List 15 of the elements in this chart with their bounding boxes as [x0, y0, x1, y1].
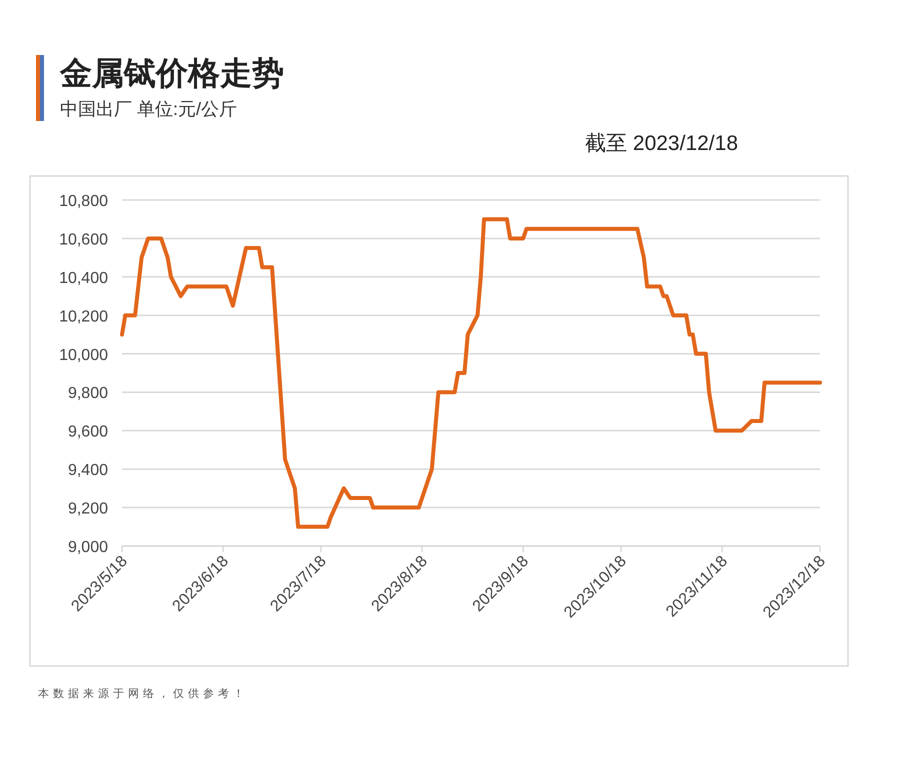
y-tick-label: 10,000: [59, 346, 108, 364]
y-tick-label: 10,800: [59, 193, 108, 210]
y-tick-label: 9,600: [68, 424, 108, 441]
y-tick-label: 10,400: [59, 270, 108, 287]
y-tick-label: 9,000: [68, 539, 108, 556]
y-tick-label: 10,200: [59, 308, 108, 326]
chart-title: 金属铽价格走势: [59, 55, 284, 91]
line-series: [120, 217, 822, 529]
text: 截至 2023/12/18: [585, 132, 738, 155]
y-tick-label: 9,200: [68, 500, 108, 518]
y-tick-label: 9,400: [68, 462, 108, 480]
y-tick-label: 10,600: [59, 231, 108, 248]
y-tick-label: 9,800: [68, 385, 108, 402]
chart-subtitle: 中国出厂 单位:元/公斤: [60, 99, 238, 119]
text: 本数据来源于网络，仅供参考！: [38, 687, 248, 700]
